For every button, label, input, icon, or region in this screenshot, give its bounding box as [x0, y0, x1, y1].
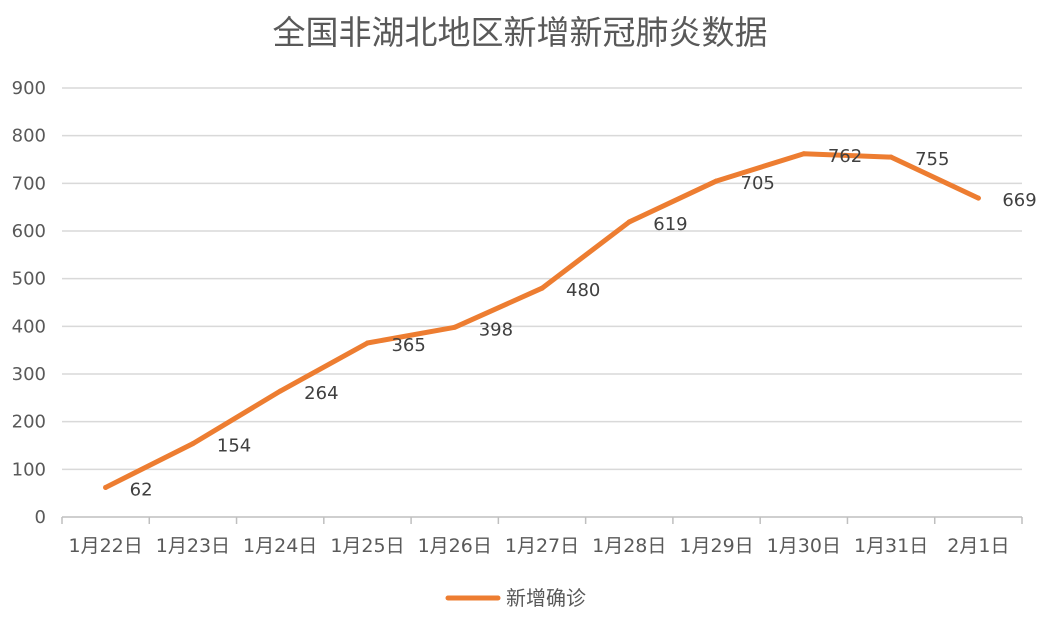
- data-point: [714, 178, 720, 184]
- data-label: 264: [304, 383, 338, 404]
- data-point: [539, 285, 545, 291]
- data-point: [103, 484, 109, 490]
- x-tick-label: 2月1日: [947, 535, 1009, 557]
- y-tick-label: 800: [12, 126, 46, 147]
- x-tick-label: 1月22日: [69, 535, 143, 557]
- data-label: 62: [130, 479, 153, 500]
- y-tick-label: 900: [12, 78, 46, 99]
- data-point: [452, 324, 458, 330]
- data-point: [277, 388, 283, 394]
- data-point: [364, 340, 370, 346]
- y-tick-label: 300: [12, 364, 46, 385]
- data-label: 398: [479, 319, 513, 340]
- data-point: [801, 151, 807, 157]
- x-tick-label: 1月24日: [243, 535, 317, 557]
- data-point: [975, 195, 981, 201]
- y-tick-label: 500: [12, 269, 46, 290]
- legend: 新增确诊: [445, 586, 586, 610]
- y-axis: 0 100 200 300 400 500 600 700 800 900: [12, 78, 46, 528]
- y-tick-label: 100: [12, 459, 46, 480]
- series-layer: [103, 151, 981, 490]
- chart-title: 全国非湖北地区新增新冠肺炎数据: [273, 13, 768, 52]
- data-label: 762: [828, 146, 862, 167]
- y-tick-label: 200: [12, 412, 46, 433]
- data-point: [626, 219, 632, 225]
- x-tick-label: 1月29日: [679, 535, 753, 557]
- data-point: [888, 154, 894, 160]
- x-tick-label: 1月23日: [156, 535, 230, 557]
- legend-label: 新增确诊: [506, 586, 586, 610]
- data-label: 705: [741, 173, 775, 194]
- data-label: 619: [653, 214, 687, 235]
- data-point: [190, 441, 196, 447]
- data-label: 755: [915, 149, 949, 170]
- y-tick-label: 0: [35, 507, 46, 528]
- gridlines: [62, 87, 1022, 471]
- x-tick-label: 1月30日: [767, 535, 841, 557]
- x-tick-label: 1月26日: [418, 535, 492, 557]
- y-tick-label: 600: [12, 221, 46, 242]
- x-tick-label: 1月25日: [330, 535, 404, 557]
- x-axis: 1月22日 1月23日 1月24日 1月25日 1月26日 1月27日 1月28日 1月29日…: [61, 516, 1023, 557]
- data-label: 669: [1002, 190, 1036, 211]
- y-tick-label: 400: [12, 316, 46, 337]
- x-tick-label: 1月28日: [592, 535, 666, 557]
- data-label: 480: [566, 280, 600, 301]
- x-tick-label: 1月27日: [505, 535, 579, 557]
- data-label: 365: [391, 335, 425, 356]
- data-label: 154: [217, 436, 251, 457]
- data-labels: 62 154 264 365 398 480 619 705 762 755 669: [130, 146, 1037, 501]
- x-tick-label: 1月31日: [854, 535, 928, 557]
- y-tick-label: 700: [12, 173, 46, 194]
